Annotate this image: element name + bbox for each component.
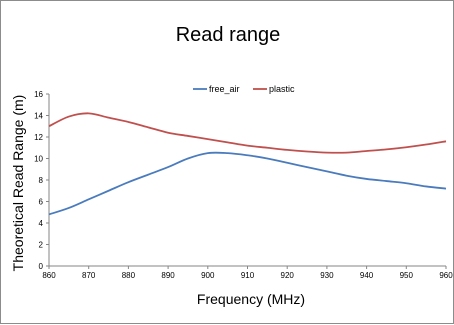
x-tick-label: 880 bbox=[122, 271, 136, 280]
series-line-plastic bbox=[48, 112, 447, 154]
y-tick-label: 0 bbox=[39, 262, 44, 271]
y-ticks: 0 2 4 6 8 10 12 14 16 bbox=[34, 90, 49, 271]
x-tick-label: 950 bbox=[400, 271, 414, 280]
x-tick-label: 860 bbox=[42, 271, 56, 280]
axes bbox=[48, 94, 446, 267]
x-tick-label: 930 bbox=[320, 271, 334, 280]
x-ticks: 860 870 880 890 900 910 920 930 940 950 960 bbox=[42, 266, 453, 280]
y-axis-label: Theoretical Read Range (m) bbox=[10, 95, 26, 272]
y-tick-label: 8 bbox=[39, 176, 44, 185]
y-tick-label: 12 bbox=[34, 133, 43, 142]
x-tick-label: 920 bbox=[281, 271, 295, 280]
chart-title: Read range bbox=[176, 24, 281, 46]
y-tick-label: 2 bbox=[39, 241, 44, 250]
x-tick-label: 870 bbox=[82, 271, 96, 280]
series-layer bbox=[48, 112, 447, 216]
x-tick-label: 890 bbox=[161, 271, 175, 280]
y-tick-label: 14 bbox=[34, 112, 43, 121]
series-line-free-air bbox=[48, 151, 447, 216]
x-tick-label: 910 bbox=[241, 271, 255, 280]
x-tick-label: 940 bbox=[360, 271, 374, 280]
x-tick-label: 900 bbox=[201, 271, 215, 280]
x-tick-label: 960 bbox=[439, 271, 453, 280]
legend-label-free-air: free_air bbox=[209, 84, 240, 94]
y-tick-label: 10 bbox=[34, 155, 43, 164]
legend: free_air plastic bbox=[193, 84, 295, 94]
y-tick-label: 6 bbox=[39, 198, 44, 207]
x-axis-label: Frequency (MHz) bbox=[197, 291, 305, 307]
y-tick-label: 16 bbox=[34, 90, 43, 99]
legend-label-plastic: plastic bbox=[269, 84, 295, 94]
y-tick-label: 4 bbox=[39, 219, 44, 228]
